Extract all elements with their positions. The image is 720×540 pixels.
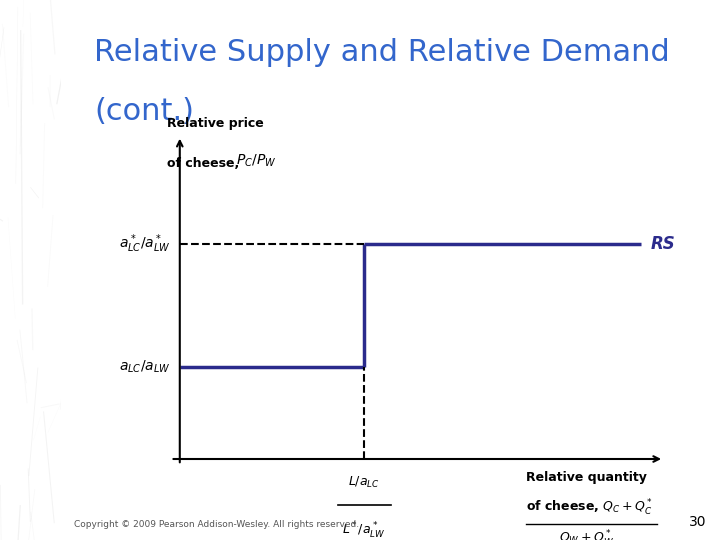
Text: $a^*_{LC}/a^*_{LW}$: $a^*_{LC}/a^*_{LW}$ bbox=[119, 232, 171, 255]
Text: Relative Supply and Relative Demand: Relative Supply and Relative Demand bbox=[94, 38, 670, 67]
Text: Relative price: Relative price bbox=[166, 117, 264, 130]
Text: of cheese, $Q_C + Q^*_C$: of cheese, $Q_C + Q^*_C$ bbox=[526, 498, 652, 518]
Text: $Q_W + Q^*_W$: $Q_W + Q^*_W$ bbox=[559, 529, 613, 540]
Text: of cheese,: of cheese, bbox=[166, 157, 243, 170]
Text: Copyright © 2009 Pearson Addison-Wesley. All rights reserved.: Copyright © 2009 Pearson Addison-Wesley.… bbox=[74, 520, 359, 529]
Text: 30: 30 bbox=[689, 515, 707, 529]
Text: $L/a_{LC}$: $L/a_{LC}$ bbox=[348, 475, 380, 490]
Text: RS: RS bbox=[650, 234, 675, 253]
Text: $a_{LC}/a_{LW}$: $a_{LC}/a_{LW}$ bbox=[119, 359, 171, 375]
Text: $L^*/a^*_{LW}$: $L^*/a^*_{LW}$ bbox=[343, 521, 386, 540]
Text: $P_C/P_W$: $P_C/P_W$ bbox=[235, 152, 276, 168]
Text: Relative quantity: Relative quantity bbox=[526, 471, 647, 484]
Text: (cont.): (cont.) bbox=[94, 97, 194, 126]
